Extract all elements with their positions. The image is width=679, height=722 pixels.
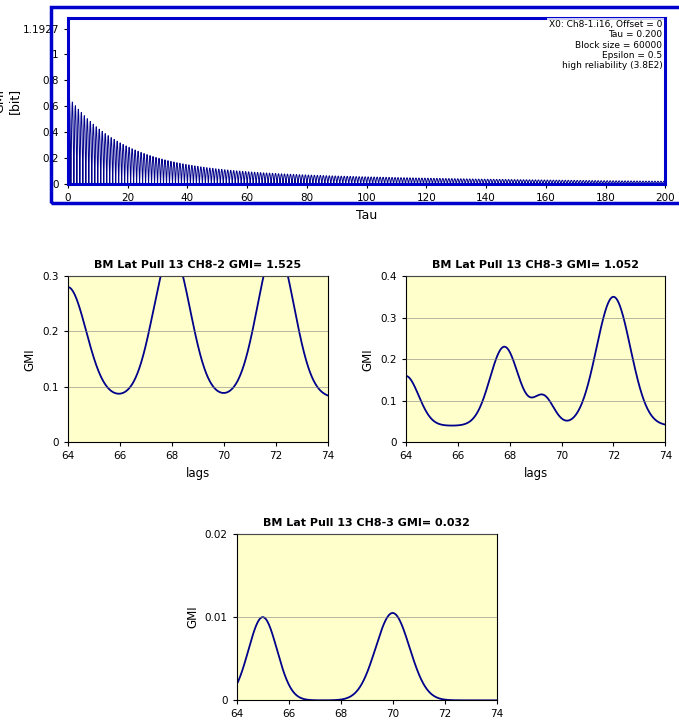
X-axis label: lags: lags (524, 467, 548, 480)
Text: X0: Ch8-1.i16, Offset = 0
Tau = 0.200
Block size = 60000
Epsilon = 0.5
high reli: X0: Ch8-1.i16, Offset = 0 Tau = 0.200 Bl… (549, 19, 663, 70)
Y-axis label: GMI: GMI (24, 348, 37, 370)
Y-axis label: GMI: GMI (361, 348, 375, 370)
X-axis label: lags: lags (185, 467, 210, 480)
Title: BM Lat Pull 13 CH8-3 GMI= 1.052: BM Lat Pull 13 CH8-3 GMI= 1.052 (432, 260, 639, 269)
Title: BM Lat Pull 13 CH8-3 GMI= 0.032: BM Lat Pull 13 CH8-3 GMI= 0.032 (263, 518, 470, 528)
X-axis label: Tau: Tau (356, 209, 378, 222)
Y-axis label: GMI: GMI (186, 606, 199, 628)
Title: BM Lat Pull 13 CH8-2 GMI= 1.525: BM Lat Pull 13 CH8-2 GMI= 1.525 (94, 260, 301, 269)
Y-axis label: GMI
[bit]: GMI [bit] (0, 88, 21, 114)
